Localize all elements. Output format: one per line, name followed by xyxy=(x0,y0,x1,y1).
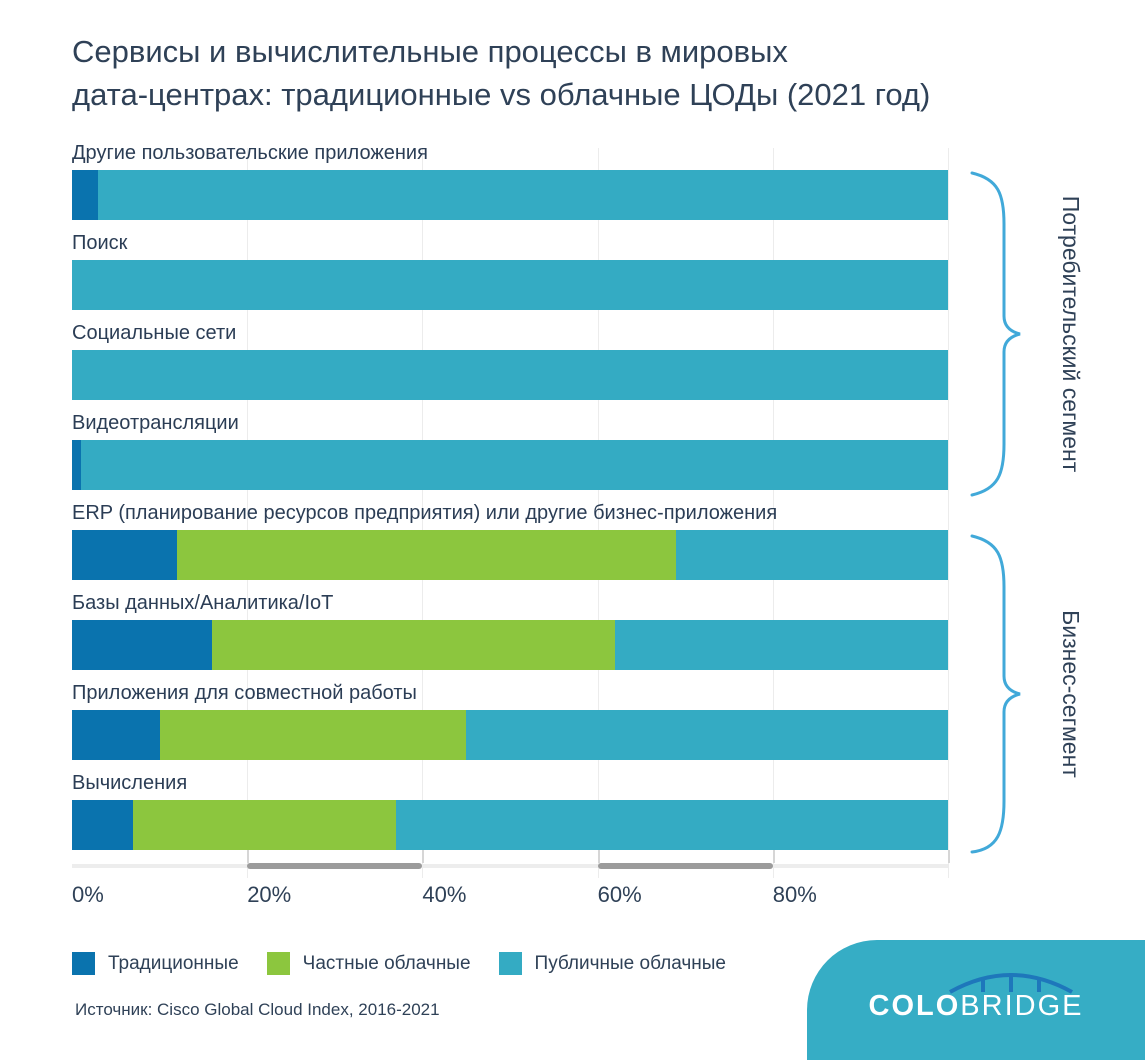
axis-tick-label: 60% xyxy=(597,882,642,907)
bar-segment xyxy=(72,710,160,760)
bar-row: ERP (планирование ресурсов предприятия) … xyxy=(72,500,948,580)
source-note: Источник: Cisco Global Cloud Index, 2016… xyxy=(75,1000,440,1019)
bar-row: Видеотрансляции xyxy=(72,410,948,490)
axis-tick-label: 80% xyxy=(772,882,817,907)
chart-area: Другие пользовательские приложения Поиск С… xyxy=(72,140,950,975)
stacked-bar xyxy=(72,350,948,400)
stacked-bar xyxy=(72,530,948,580)
bar-label: Социальные сети xyxy=(72,322,237,344)
stacked-bar xyxy=(72,260,948,310)
axis-tick xyxy=(422,850,425,863)
axis-tick xyxy=(247,850,250,863)
bar-label: ERP (планирование ресурсов предприятия) … xyxy=(72,502,778,524)
bar-segment xyxy=(615,620,948,670)
business-segment-label: Бизнес-сегмент xyxy=(1058,610,1084,778)
legend-label: Публичные облачные xyxy=(534,952,726,974)
bar-label: Видеотрансляции xyxy=(72,412,239,434)
legend-swatch xyxy=(72,952,95,975)
legend-item: Традиционные xyxy=(72,952,239,975)
bar-segment xyxy=(72,800,134,850)
bar-segment xyxy=(72,260,948,310)
bar-row: Базы данных/Аналитика/IoT xyxy=(72,590,948,670)
legend-swatch xyxy=(498,952,522,975)
stacked-bar xyxy=(72,800,948,850)
logo-bridge: BRIDGE xyxy=(960,990,1084,1022)
bar-segment xyxy=(72,350,948,400)
business-segment-brace xyxy=(970,534,1021,854)
gridline xyxy=(247,148,249,878)
gridline xyxy=(422,148,424,878)
bar-segment xyxy=(72,530,178,580)
stacked-bar xyxy=(72,620,948,670)
bar-label: Поиск xyxy=(72,232,128,254)
axis-tick xyxy=(597,850,600,863)
axis-tick-label: 0% xyxy=(72,882,104,907)
stacked-bar xyxy=(72,170,948,220)
legend: Традиционные Частные облачные Публичные об… xyxy=(72,952,948,975)
chart-title: Сервисы и вычислительные процессы в миро… xyxy=(72,34,931,112)
bar-label: Другие пользовательские приложения xyxy=(72,142,428,164)
bar-segment xyxy=(80,440,948,490)
axis-tick-label: 20% xyxy=(247,882,292,907)
bar-row: Вычисления xyxy=(72,770,948,850)
gridline xyxy=(597,148,599,878)
x-axis: 0% 20% 40% 60% 80% xyxy=(72,850,950,912)
axis-segment xyxy=(247,863,423,869)
consumer-segment-brace xyxy=(970,171,1021,497)
bar-row: Поиск xyxy=(72,230,948,310)
logo-colo: COLO xyxy=(868,990,961,1022)
bar-segment xyxy=(159,710,467,760)
stacked-bar xyxy=(72,440,948,490)
bar-segment xyxy=(72,170,99,220)
stacked-bar xyxy=(72,710,948,760)
bar-label: Вычисления xyxy=(72,772,188,794)
legend-label: Частные облачные xyxy=(302,952,471,974)
consumer-segment-label: Потребительский сегмент xyxy=(1058,195,1084,473)
bar-row: Социальные сети xyxy=(72,320,948,400)
legend-item: Публичные облачные xyxy=(498,952,726,975)
bar-segment xyxy=(72,620,213,670)
bar-label: Базы данных/Аналитика/IoT xyxy=(72,592,334,614)
axis-tick-label: 40% xyxy=(422,882,467,907)
bar-segment xyxy=(177,530,677,580)
axis-segment xyxy=(597,863,773,869)
bar-segment xyxy=(133,800,397,850)
legend-swatch xyxy=(266,952,290,975)
bar-label: Приложения для совместной работы xyxy=(72,682,417,704)
bar-segment xyxy=(98,170,948,220)
bar-segment xyxy=(212,620,616,670)
gridline xyxy=(772,148,774,878)
bridge-icon xyxy=(949,973,1073,994)
bar-segment xyxy=(466,710,948,760)
legend-item: Частные облачные xyxy=(266,952,471,975)
axis-tick xyxy=(772,850,775,863)
axis-tick-labels: 0% 20% 40% 60% 80% xyxy=(72,882,948,912)
colobridge-logo: COLOBRIDGE xyxy=(807,940,1145,1060)
logo-wordmark: COLOBRIDGE xyxy=(807,990,1145,1023)
bar-segment xyxy=(396,800,948,850)
bar-segment xyxy=(676,530,948,580)
bar-segment xyxy=(72,440,81,490)
gridlines xyxy=(72,148,949,878)
legend-label: Традиционные xyxy=(108,952,239,974)
axis-tick xyxy=(948,850,950,863)
bar-row: Приложения для совместной работы xyxy=(72,680,948,760)
bar-row: Другие пользовательские приложения xyxy=(72,140,948,220)
bar-rows: Другие пользовательские приложения Поиск С… xyxy=(72,140,948,850)
axis-line xyxy=(72,850,950,869)
gridline xyxy=(948,148,949,878)
